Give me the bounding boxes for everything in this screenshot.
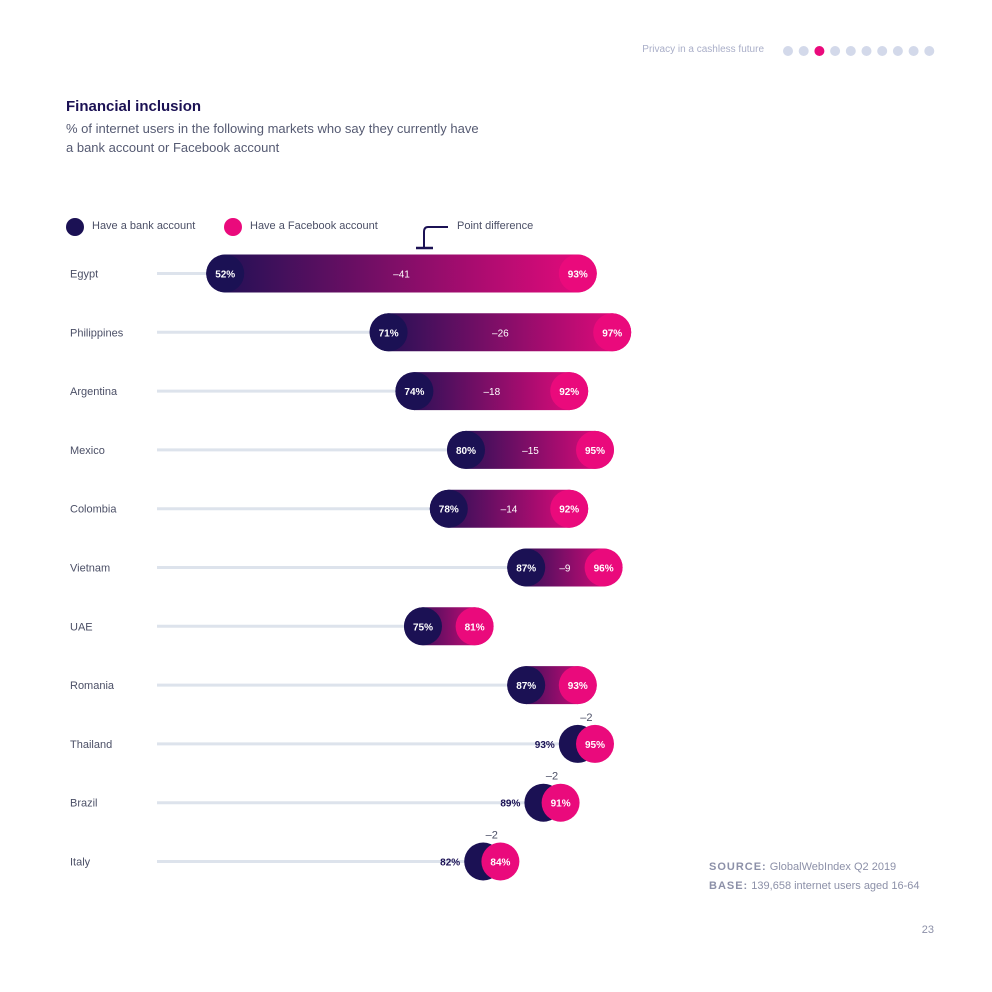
progress-dot <box>908 46 919 56</box>
source-label: SOURCE: <box>709 861 767 873</box>
point-difference-icon <box>416 226 448 250</box>
difference-bar <box>429 489 589 528</box>
facebook-marker <box>576 724 614 763</box>
base-text: 139,658 internet users aged 16-64 <box>751 880 920 892</box>
progress-dot <box>924 46 935 56</box>
difference-bar <box>206 254 597 293</box>
country-label: UAE <box>70 621 93 633</box>
facebook-marker <box>550 372 589 411</box>
source-note: SOURCE: GlobalWebIndex Q2 2019 BASE: 139… <box>709 858 919 896</box>
difference-value-label: –26 <box>492 328 509 339</box>
facebook-marker <box>558 254 597 293</box>
country-label: Philippines <box>70 327 124 339</box>
page-progress-dots <box>783 46 935 56</box>
difference-bar <box>395 372 589 411</box>
facebook-value-label: 92% <box>559 505 579 516</box>
difference-value-label: –14 <box>501 505 518 516</box>
facebook-marker <box>558 666 597 705</box>
difference-bar <box>447 430 614 469</box>
facebook-marker <box>481 842 520 881</box>
bank-value-label: 75% <box>413 622 433 633</box>
facebook-value-label: 95% <box>585 740 605 751</box>
bank-marker <box>507 548 546 587</box>
progress-dot <box>798 46 809 56</box>
bank-value-label: 82% <box>440 858 460 869</box>
bank-value-label: 78% <box>439 505 459 516</box>
difference-value-label: –2 <box>580 712 592 724</box>
bank-value-label: 93% <box>535 740 555 751</box>
facebook-value-label: 81% <box>465 622 485 633</box>
bank-marker <box>447 430 485 469</box>
difference-value-label: –18 <box>483 387 500 398</box>
facebook-value-label: 92% <box>559 387 579 398</box>
facebook-value-label: 96% <box>594 564 614 575</box>
difference-value-label: –41 <box>393 270 410 281</box>
legend-bank-swatch <box>66 218 84 236</box>
bank-value-label: 87% <box>516 681 536 692</box>
progress-dot <box>892 46 903 56</box>
country-label: Brazil <box>70 798 98 810</box>
difference-value-label: –2 <box>546 771 558 783</box>
progress-dot <box>830 46 841 56</box>
bank-value-label: 52% <box>215 270 235 281</box>
bank-value-label: 89% <box>500 799 520 810</box>
page-number: 23 <box>921 924 934 936</box>
facebook-value-label: 91% <box>551 799 571 810</box>
country-label: Italy <box>70 857 91 869</box>
facebook-marker <box>550 489 589 528</box>
progress-dot <box>845 46 856 56</box>
country-label: Argentina <box>70 386 118 398</box>
bank-value-label: 80% <box>456 446 476 457</box>
country-label: Romania <box>70 680 115 692</box>
chart-subtitle: % of internet users in the following mar… <box>66 121 479 155</box>
facebook-value-label: 93% <box>568 681 588 692</box>
legend-facebook-label: Have a Facebook account <box>250 220 378 232</box>
facebook-marker <box>593 313 632 352</box>
legend-facebook-swatch <box>224 218 242 236</box>
source-text: GlobalWebIndex Q2 2019 <box>769 861 897 873</box>
bank-value-label: 71% <box>379 328 399 339</box>
bank-marker <box>404 607 442 646</box>
facebook-value-label: 84% <box>490 858 510 869</box>
progress-dot <box>814 46 825 56</box>
section-title: Privacy in a cashless future <box>642 44 764 55</box>
bank-marker <box>507 666 546 705</box>
bank-marker <box>395 372 434 411</box>
facebook-value-label: 93% <box>568 270 588 281</box>
country-label: Egypt <box>70 269 98 281</box>
difference-value-label: –9 <box>559 564 571 575</box>
legend-difference-label: Point difference <box>457 220 534 232</box>
country-label: Thailand <box>70 739 112 751</box>
bank-value-label: 87% <box>516 564 536 575</box>
facebook-marker <box>541 783 580 822</box>
facebook-marker <box>576 430 614 469</box>
base-label: BASE: <box>709 880 749 892</box>
progress-dot <box>783 46 793 56</box>
difference-value-label: –15 <box>522 446 539 457</box>
facebook-marker <box>584 548 623 587</box>
country-label: Colombia <box>70 504 117 516</box>
chart-title: Financial inclusion <box>66 98 202 115</box>
difference-bar <box>369 313 632 352</box>
country-label: Mexico <box>70 445 105 457</box>
bank-marker <box>429 489 468 528</box>
facebook-marker <box>455 607 494 646</box>
bank-marker <box>369 313 408 352</box>
facebook-value-label: 97% <box>602 328 622 339</box>
bank-value-label: 74% <box>404 387 424 398</box>
legend-bank-label: Have a bank account <box>92 220 196 232</box>
facebook-value-label: 95% <box>585 446 605 457</box>
difference-value-label: –2 <box>486 830 498 842</box>
progress-dot <box>861 46 872 56</box>
progress-dot <box>877 46 888 56</box>
country-label: Vietnam <box>70 563 110 575</box>
bank-marker <box>206 254 245 293</box>
